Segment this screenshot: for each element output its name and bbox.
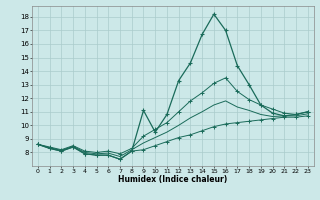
X-axis label: Humidex (Indice chaleur): Humidex (Indice chaleur)	[118, 175, 228, 184]
